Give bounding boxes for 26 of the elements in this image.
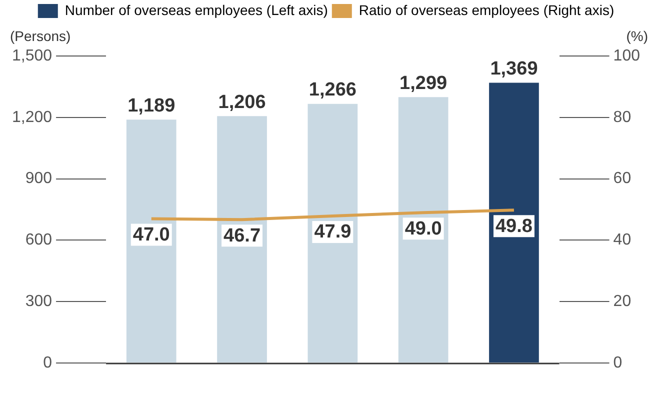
data-label: 1,189 (128, 95, 176, 116)
data-label: 49.0 (404, 218, 442, 240)
y-tick-label: 900 (25, 170, 52, 188)
y-tick-label: 300 (25, 293, 52, 310)
data-label: 1,206 (218, 92, 266, 113)
y2-tick-label: 100 (613, 47, 640, 64)
data-label: 46.7 (224, 225, 261, 246)
data-label: 1,369 (490, 58, 538, 80)
legend-label: Ratio of overseas employees (Right axis) (358, 2, 614, 18)
data-label: 47.0 (132, 224, 170, 246)
legend-label: Number of overseas employees (Left axis) (64, 2, 328, 18)
data-label: 47.9 (314, 222, 352, 243)
data-label: 1,299 (400, 72, 448, 94)
data-label: 1,266 (308, 80, 356, 101)
data-label: 49.8 (495, 216, 532, 237)
y2-tick-label: 20 (613, 293, 632, 310)
y2-tick-label: 40 (613, 232, 632, 249)
y-axis-title: (Persons) (10, 28, 71, 44)
y2-tick-label: 80 (613, 108, 632, 126)
y-tick-label: 600 (25, 232, 52, 249)
y2-tick-label: 60 (613, 170, 632, 188)
y-tick-label: 0 (43, 354, 52, 372)
y2-tick-label: 0 (613, 354, 622, 372)
y-tick-label: 1,500 (12, 47, 52, 64)
y-tick-label: 1,200 (12, 108, 52, 126)
y2-axis-title: (%) (626, 28, 648, 44)
